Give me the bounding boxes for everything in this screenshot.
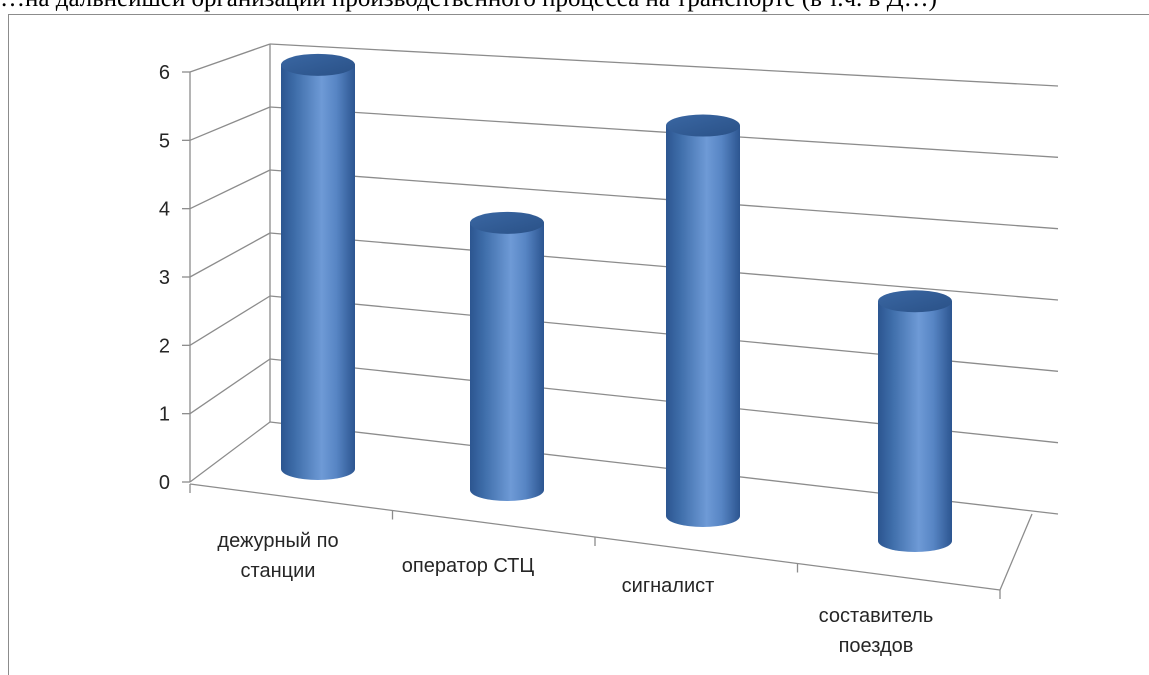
back-gridline [269,106,1059,158]
y-tick-label: 4 [159,199,170,221]
cylinder-top [470,211,544,234]
x-category-label: станции [241,560,316,582]
cylinder-body [281,64,355,480]
floor-left-edge [189,421,271,483]
side-gridline [189,232,271,278]
x-category-label: составитель [819,605,934,627]
y-tick-label: 6 [159,62,170,84]
cylinder-top [666,114,740,137]
side-gridline [189,106,271,141]
x-category-label: оператор СТЦ [402,555,535,577]
cylinder-top [281,53,355,76]
floor-right-edge [999,513,1033,591]
y-tick-label: 1 [159,404,170,426]
cylinder-top [878,290,952,313]
cylinder-bar [281,53,355,480]
chart-frame [8,14,1149,675]
side-gridline [189,358,271,415]
side-gridline [189,295,271,346]
x-category-label: сигналист [622,575,715,597]
side-gridline [189,169,271,210]
y-tick-label: 2 [159,335,170,357]
cylinder-bar [666,114,740,528]
x-category-label: дежурный по [217,530,338,552]
cylinder-bar [878,290,952,552]
x-category-label: поездов [839,635,914,657]
y-tick-label: 0 [159,472,170,494]
cylinder-body [878,301,952,552]
cylinder-body [470,222,544,501]
side-gridline [189,43,271,73]
cylinder-bar [470,211,544,501]
back-gridline [269,232,1059,301]
back-gridline [269,169,1059,230]
cylinder-body [666,125,740,528]
y-tick-label: 3 [159,267,170,289]
back-gridline [269,43,1059,87]
y-tick-label: 5 [159,130,170,152]
clipped-document-text: …на дальнейшей организации производствен… [0,0,1149,12]
